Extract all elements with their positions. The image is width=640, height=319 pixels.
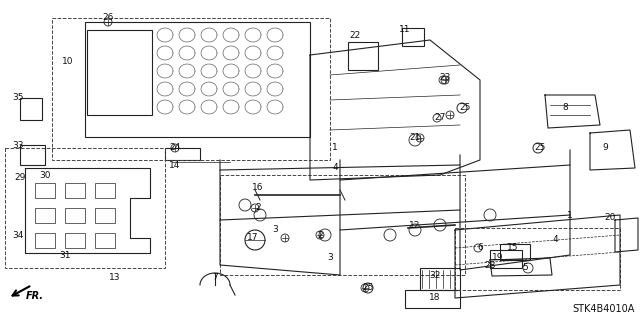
Bar (52, 18, 330, 160)
Text: 33: 33 (12, 140, 24, 150)
Text: 4: 4 (332, 164, 338, 173)
Bar (455, 228, 620, 290)
Bar (35, 183, 55, 198)
Bar (20, 98, 42, 120)
Text: 12: 12 (410, 220, 420, 229)
Text: 31: 31 (60, 250, 71, 259)
Bar (65, 233, 85, 248)
Text: 25: 25 (362, 284, 374, 293)
Text: 1: 1 (332, 144, 338, 152)
Text: 16: 16 (252, 183, 264, 192)
Bar (402, 28, 424, 46)
Text: 13: 13 (109, 273, 121, 283)
Bar (95, 208, 115, 223)
Bar (500, 244, 530, 260)
Bar (5, 148, 165, 268)
Text: 20: 20 (604, 213, 616, 222)
Text: 1: 1 (567, 211, 573, 219)
Text: 8: 8 (562, 103, 568, 113)
Bar (85, 22, 310, 137)
Text: 7: 7 (212, 273, 218, 283)
Bar (490, 250, 522, 268)
Text: FR.: FR. (26, 291, 44, 301)
Text: 25: 25 (534, 144, 546, 152)
Text: 9: 9 (602, 144, 608, 152)
Text: 4: 4 (552, 235, 558, 244)
Text: 3: 3 (272, 226, 278, 234)
Bar (65, 183, 85, 198)
Text: 18: 18 (429, 293, 441, 302)
Text: 2: 2 (317, 231, 323, 240)
Text: 35: 35 (12, 93, 24, 102)
Text: 14: 14 (170, 160, 180, 169)
Text: 26: 26 (102, 13, 114, 23)
Text: 22: 22 (349, 31, 360, 40)
Bar (35, 208, 55, 223)
Text: 5: 5 (522, 263, 528, 272)
Bar (420, 268, 460, 290)
Bar (95, 233, 115, 248)
Text: 32: 32 (429, 271, 441, 279)
Text: 34: 34 (12, 231, 24, 240)
Text: 25: 25 (460, 103, 470, 113)
Text: 6: 6 (477, 243, 483, 253)
Bar (20, 145, 45, 165)
Text: 30: 30 (39, 170, 51, 180)
Text: 21: 21 (410, 133, 420, 143)
Text: 11: 11 (399, 26, 411, 34)
Text: STK4B4010A: STK4B4010A (573, 304, 635, 314)
Text: 10: 10 (62, 57, 74, 66)
Text: 3: 3 (327, 254, 333, 263)
Bar (95, 183, 115, 198)
Bar (65, 208, 85, 223)
Bar (87, 30, 152, 115)
Text: 23: 23 (439, 73, 451, 83)
Text: 29: 29 (14, 174, 26, 182)
Text: 2: 2 (255, 204, 261, 212)
Text: 15: 15 (508, 243, 519, 253)
Bar (220, 175, 465, 275)
Text: 17: 17 (247, 234, 259, 242)
Text: 28: 28 (484, 261, 496, 270)
Text: 24: 24 (170, 144, 180, 152)
Text: 19: 19 (492, 254, 504, 263)
Bar (165, 148, 200, 160)
Bar (348, 42, 378, 70)
Text: 27: 27 (435, 114, 445, 122)
Bar (405, 290, 460, 308)
Bar (35, 233, 55, 248)
